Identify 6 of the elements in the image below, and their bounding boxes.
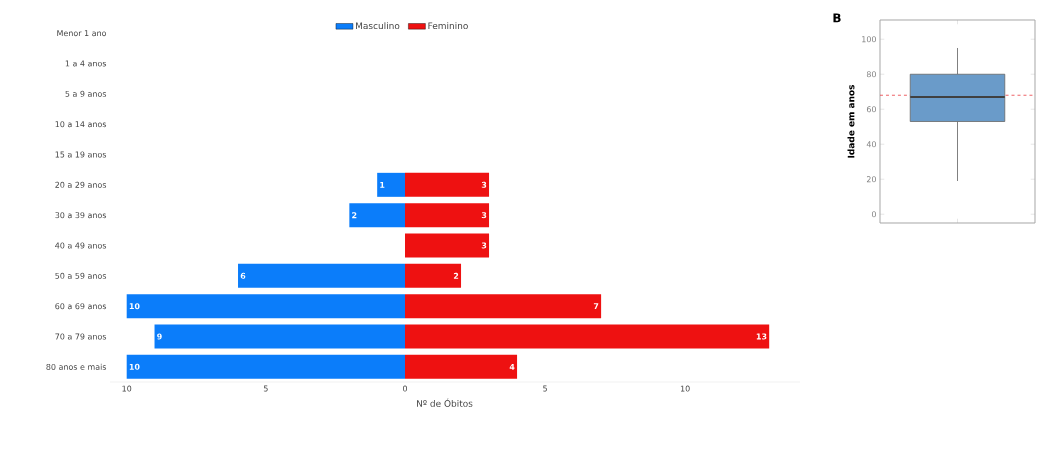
bar bbox=[405, 233, 490, 258]
y-axis-title: Idade em anos bbox=[847, 84, 855, 158]
chart-title: B bbox=[833, 13, 841, 23]
x-axis-title: Nº de Óbitos bbox=[417, 398, 473, 407]
legend-label: Masculino bbox=[356, 22, 400, 30]
legend-label: Feminino bbox=[428, 22, 468, 30]
